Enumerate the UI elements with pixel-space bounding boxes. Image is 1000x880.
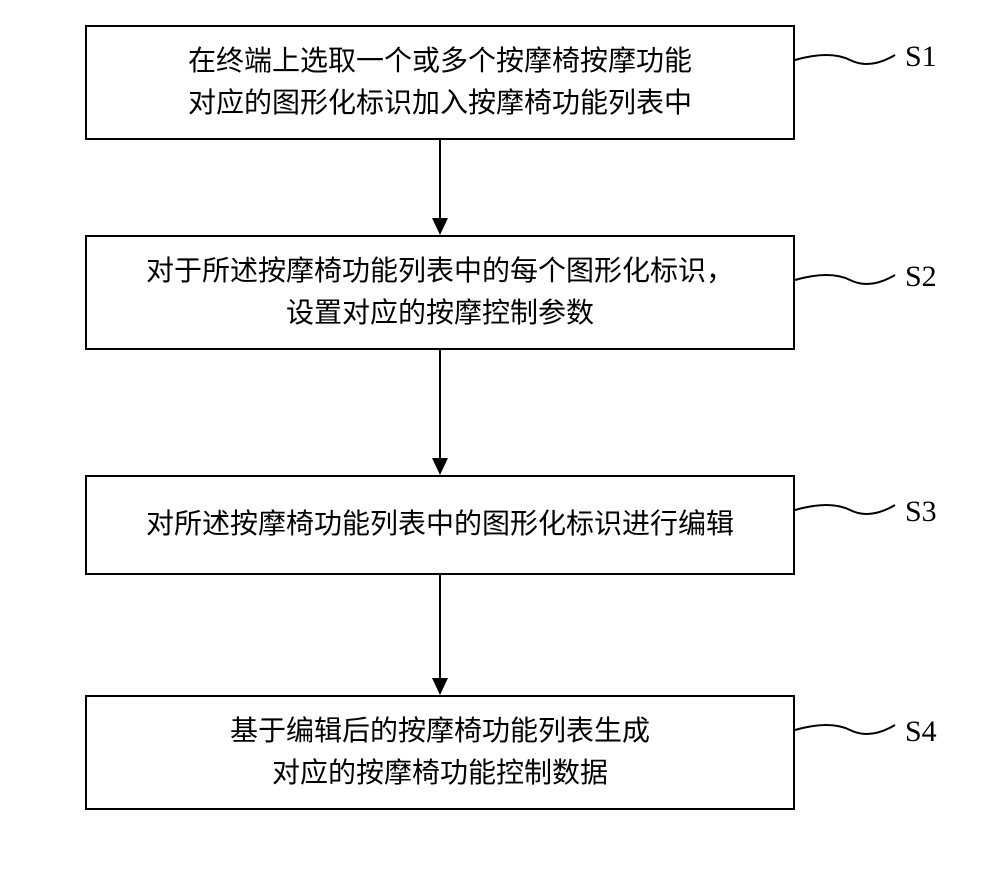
- arrow-head-2: [432, 458, 448, 475]
- connector-path-s2: [795, 275, 895, 284]
- connector-path-s4: [795, 725, 895, 734]
- step-label-s3: S3: [905, 495, 937, 529]
- step-box-s2: 对于所述按摩椅功能列表中的每个图形化标识， 设置对应的按摩控制参数: [85, 235, 795, 350]
- step-text-s1: 在终端上选取一个或多个按摩椅按摩功能 对应的图形化标识加入按摩椅功能列表中: [188, 41, 692, 125]
- step-label-s2: S2: [905, 260, 937, 294]
- connector-path-s3: [795, 505, 895, 514]
- step-s2-line2: 设置对应的按摩控制参数: [286, 298, 594, 329]
- step-box-s4: 基于编辑后的按摩椅功能列表生成 对应的按摩椅功能控制数据: [85, 695, 795, 810]
- step-s2-line1: 对于所述按摩椅功能列表中的每个图形化标识，: [146, 256, 734, 287]
- step-s4-line2: 对应的按摩椅功能控制数据: [272, 758, 608, 789]
- step-text-s3: 对所述按摩椅功能列表中的图形化标识进行编辑: [146, 504, 734, 546]
- step-s4-line1: 基于编辑后的按摩椅功能列表生成: [230, 716, 650, 747]
- flowchart-container: 在终端上选取一个或多个按摩椅按摩功能 对应的图形化标识加入按摩椅功能列表中 S1…: [0, 0, 1000, 880]
- step-s3-line1: 对所述按摩椅功能列表中的图形化标识进行编辑: [146, 509, 734, 540]
- step-box-s1: 在终端上选取一个或多个按摩椅按摩功能 对应的图形化标识加入按摩椅功能列表中: [85, 25, 795, 140]
- step-label-s1: S1: [905, 40, 937, 74]
- step-label-s4: S4: [905, 715, 937, 749]
- step-text-s2: 对于所述按摩椅功能列表中的每个图形化标识， 设置对应的按摩控制参数: [146, 251, 734, 335]
- step-s1-line1: 在终端上选取一个或多个按摩椅按摩功能: [188, 46, 692, 77]
- arrow-head-1: [432, 218, 448, 235]
- step-s1-line2: 对应的图形化标识加入按摩椅功能列表中: [188, 88, 692, 119]
- connector-path-s1: [795, 55, 895, 64]
- arrow-head-3: [432, 678, 448, 695]
- step-box-s3: 对所述按摩椅功能列表中的图形化标识进行编辑: [85, 475, 795, 575]
- step-text-s4: 基于编辑后的按摩椅功能列表生成 对应的按摩椅功能控制数据: [230, 711, 650, 795]
